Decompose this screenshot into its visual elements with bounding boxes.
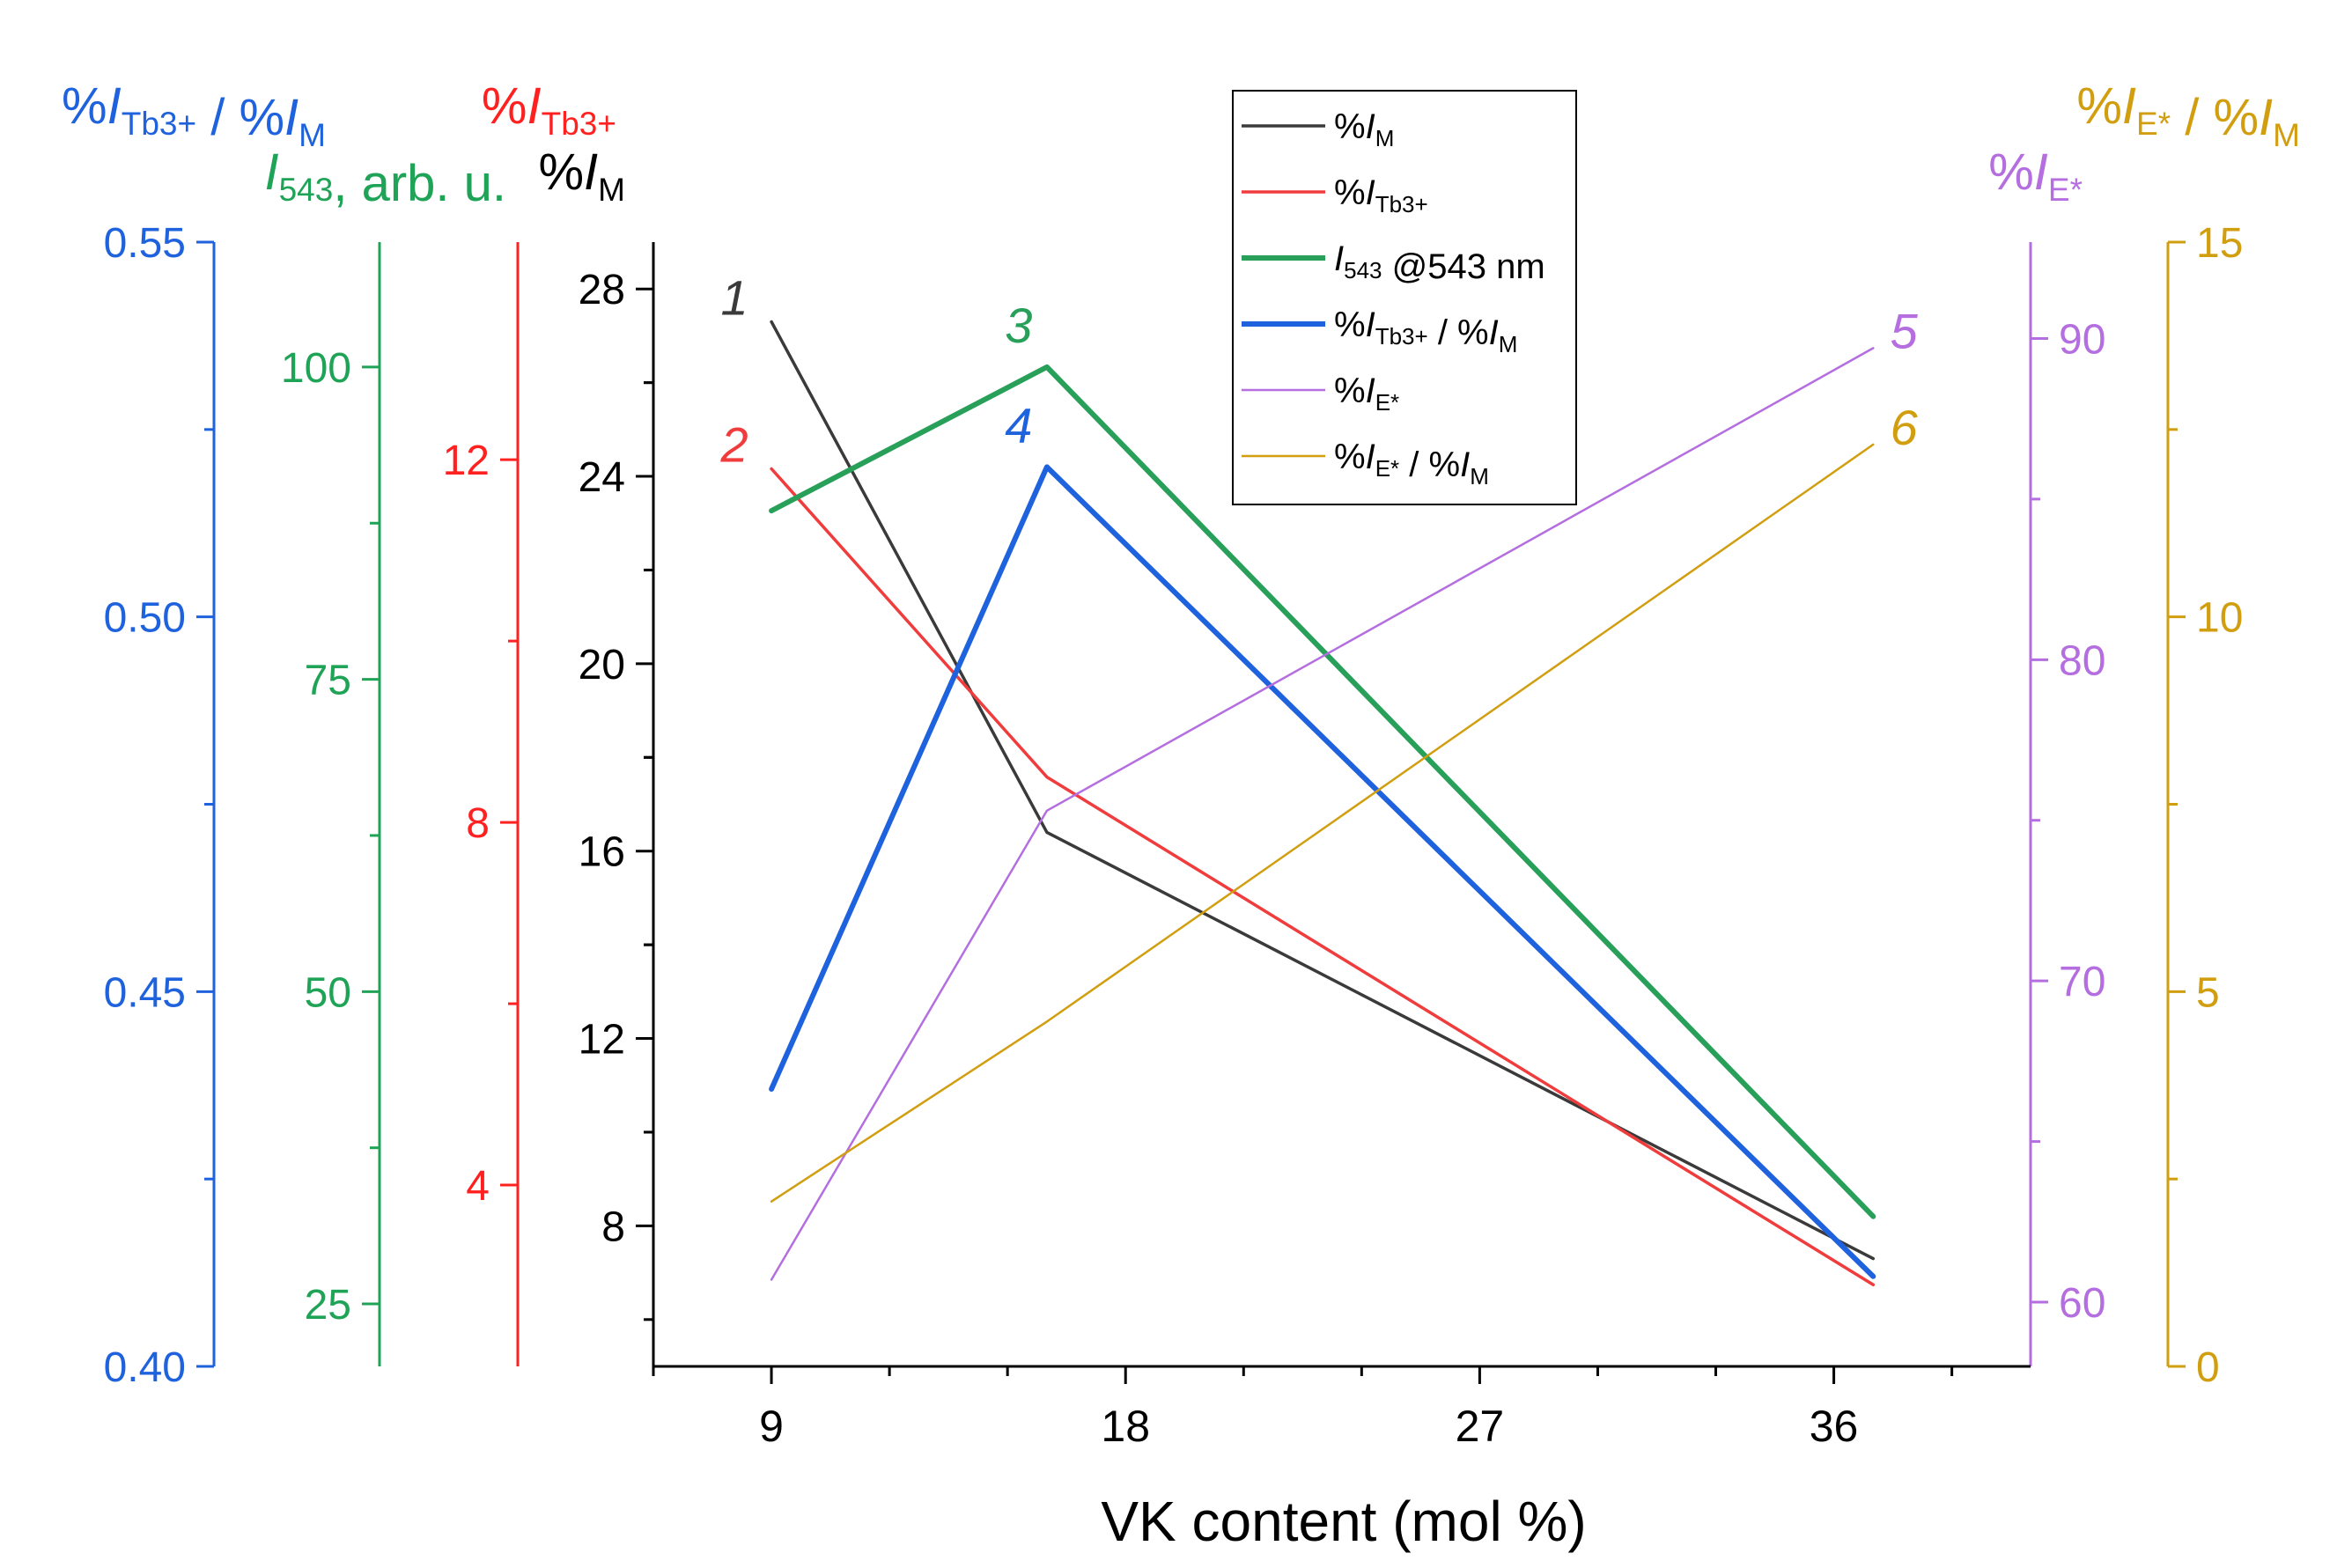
legend-item-3: I543 @543 nm [1242,239,1545,286]
y-axis-title-i543: I543, arb. u. [264,144,506,212]
series-label-4: 4 [1005,397,1032,453]
legend-item-2: %ITb3+ [1242,173,1428,217]
legend-label: %IE* [1334,372,1399,416]
y-tick-label-iM: 16 [579,829,625,876]
y-tick-label-iM: 24 [579,454,625,501]
series-label-1: 1 [720,269,748,325]
y-tick-label-ieratio: 0 [2196,1344,2220,1391]
y-tick-label-ieratio: 15 [2196,220,2243,267]
series-group: 1 2 3 4 5 6 [719,269,1919,1287]
y-tick-label-iM: 28 [579,267,625,313]
y-tick-label-ieratio: 5 [2196,969,2220,1016]
y-tick-label-ratio: 0.50 [104,595,186,642]
series-line-4 [769,464,1876,1279]
series-line-6 [770,443,1875,1203]
y-axis-tb: 4 8 12 %ITb3+ [443,77,616,1366]
legend-item-6: %IE* / %IM [1242,438,1489,490]
y-axis-ieratio: 0 5 10 15 %IE* / %IM [2076,77,2300,1391]
y-axis-i543: 25 50 75 100 I543, arb. u. [264,144,506,1366]
x-tick-label: 27 [1456,1402,1505,1451]
y-tick-label-ie: 60 [2059,1280,2105,1327]
series-line-5 [770,347,1875,1281]
y-tick-label-ratio: 0.45 [104,969,186,1016]
legend-label: %IE* / %IM [1334,438,1489,490]
series-label-2: 2 [719,416,748,472]
series-label-3: 3 [1005,298,1032,353]
x-axis-label: VK content (mol %) [1101,1490,1586,1553]
y-axis-title-ieratio: %IE* / %IM [2076,77,2300,153]
series-label-6: 6 [1891,400,1919,455]
series-line-2 [770,467,1876,1287]
legend-label: I543 @543 nm [1334,239,1545,286]
x-axis: 9 18 27 36 [652,1365,2031,1451]
y-tick-label-tb: 4 [466,1163,490,1210]
legend: %IM %ITb3+ I543 @543 nm %ITb3+ / %IM %IE* %IE… [1232,90,1577,505]
y-tick-label-i543: 25 [305,1282,351,1329]
y-tick-label-ratio: 0.40 [104,1344,186,1391]
y-axis-ie: 60 70 80 90 %IE* [1988,144,2105,1366]
y-tick-label-ieratio: 10 [2196,595,2243,642]
y-tick-label-i543: 75 [305,658,351,704]
legend-label: %ITb3+ [1334,173,1428,217]
y-tick-label-tb: 12 [443,438,490,484]
y-axis-title-ie: %IE* [1988,144,2083,208]
y-tick-label-i543: 100 [281,345,351,392]
y-tick-label-tb: 8 [466,800,490,847]
y-axis-title-tb: %ITb3+ [482,77,616,142]
legend-label: %ITb3+ / %IM [1334,306,1517,357]
y-tick-label-iM: 8 [601,1204,625,1250]
legend-label: %IM [1334,107,1394,151]
y-tick-label-ie: 70 [2059,959,2105,1005]
y-axis-iM: 8 12 16 20 24 28 %IM [538,144,655,1366]
y-tick-label-ratio: 0.55 [104,220,186,267]
y-tick-label-i543: 50 [305,969,351,1016]
legend-item-1: %IM [1242,107,1394,151]
series-label-5: 5 [1891,303,1919,358]
y-axis-title-iM: %IM [538,144,625,208]
legend-item-4: %ITb3+ / %IM [1242,306,1517,357]
x-tick-label: 36 [1810,1402,1859,1451]
y-tick-label-iM: 12 [579,1017,625,1064]
series-line-3 [769,364,1876,1219]
y-tick-label-ie: 90 [2059,316,2105,363]
x-tick-label: 9 [759,1402,784,1451]
x-tick-label: 18 [1101,1402,1150,1451]
y-tick-label-iM: 20 [579,642,625,688]
y-axis-ratio: 0.40 0.45 0.50 0.55 %ITb3+ / %IM [62,77,326,1391]
y-tick-label-ie: 80 [2059,637,2105,684]
legend-item-5: %IE* [1242,372,1399,416]
legend-box [1232,90,1577,505]
y-axis-title-ratio: %ITb3+ / %IM [62,77,326,153]
